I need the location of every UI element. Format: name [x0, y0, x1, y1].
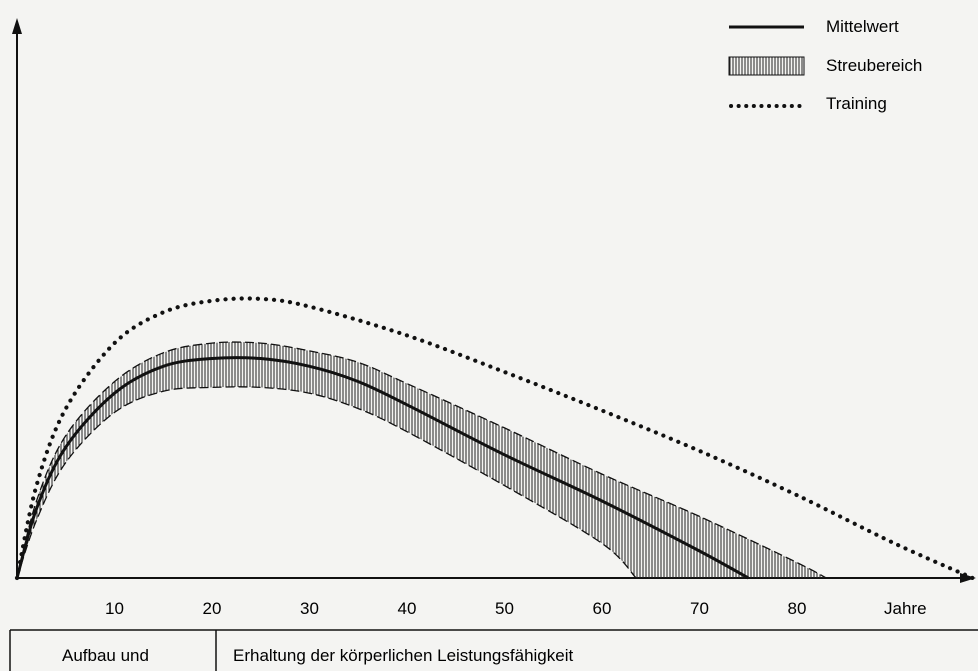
legend: Mittelwert Streubereich Training — [728, 17, 922, 113]
series-line-training — [14, 296, 975, 581]
streubereich-lower-edge — [16, 386, 637, 579]
x-tick-label: 30 — [300, 599, 319, 618]
x-tick-label: 20 — [203, 599, 222, 618]
x-tick-label: 50 — [495, 599, 514, 618]
series-line-mittelwert — [15, 356, 750, 580]
footer-left-label: Aufbau und — [62, 646, 149, 665]
x-tick-label: 80 — [788, 599, 807, 618]
streubereich-band — [16, 341, 827, 579]
streubereich-upper-edge — [16, 341, 827, 579]
legend-label-streubereich: Streubereich — [826, 56, 922, 75]
x-tick-label: 60 — [593, 599, 612, 618]
x-axis-label: Jahre — [884, 599, 927, 618]
x-tick-labels: 10 20 30 40 50 60 70 80 — [105, 599, 806, 618]
footer-right-label: Erhaltung der körperlichen Leistungsfähi… — [233, 646, 573, 665]
footer-table: Aufbau und Erhaltung der körperlichen Le… — [9, 629, 978, 671]
series-lines — [14, 296, 975, 581]
streubereich-area — [17, 342, 827, 578]
legend-swatch-streubereich — [728, 56, 805, 76]
legend-label-training: Training — [826, 94, 887, 113]
x-tick-label: 40 — [398, 599, 417, 618]
x-tick-label: 70 — [690, 599, 709, 618]
legend-label-mittelwert: Mittelwert — [826, 17, 899, 36]
y-axis-arrow — [12, 18, 22, 34]
x-tick-label: 10 — [105, 599, 124, 618]
